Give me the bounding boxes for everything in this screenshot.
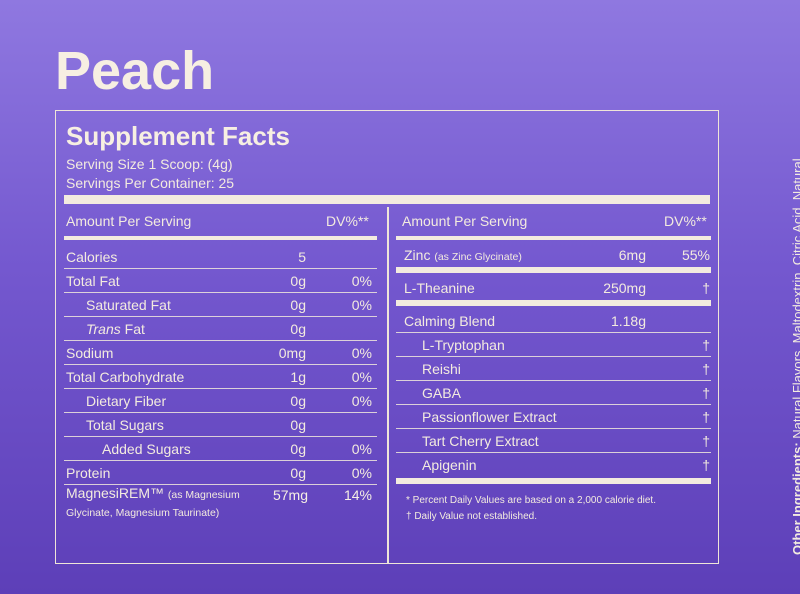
magnesirem-amount: 57mg (272, 487, 308, 503)
blend-item-name: Tart Cherry Extract (422, 433, 539, 449)
nutrient-name: Sodium (66, 345, 114, 361)
nutrient-amount: 0g (290, 297, 306, 313)
nutrient-row: Total Fat 0g 0% (64, 269, 377, 293)
magnesirem-detail: (as Magnesium Glycinate, Magnesium Tauri… (66, 489, 240, 519)
nutrient-name: Protein (66, 465, 111, 481)
nutrient-amount: 0g (290, 393, 306, 409)
blend-item-dv: † (702, 409, 710, 425)
zinc-detail: (as Zinc Glycinate) (434, 251, 522, 263)
right-amount-header: Amount Per Serving (402, 213, 528, 229)
nutrient-row: Protein 0g 0% (64, 461, 377, 485)
blend-thick-rule (396, 478, 711, 484)
nutrient-dv: 0% (351, 369, 372, 385)
left-header-rule (64, 236, 377, 240)
nutrient-name: Saturated Fat (86, 297, 171, 313)
nutrient-amount: 0g (290, 417, 306, 433)
theanine-name: L-Theanine (404, 280, 475, 296)
theanine-row: L-Theanine 250mg † (396, 276, 711, 300)
footnote-not-established: † Daily Value not established. (406, 511, 538, 522)
nutrient-name-rest: Fat (120, 321, 145, 337)
zinc-amount: 6mg (618, 247, 646, 263)
calming-blend-amount: 1.18g (610, 313, 646, 329)
nutrient-dv: 0% (351, 297, 372, 313)
blend-item-dv: † (702, 433, 710, 449)
theanine-amount: 250mg (603, 280, 646, 296)
serving-size: Serving Size 1 Scoop: (4g) (66, 156, 233, 172)
nutrient-amount: 0g (290, 465, 306, 481)
nutrient-amount: 0mg (278, 345, 306, 361)
blend-item-row: Passionflower Extract † (396, 405, 711, 429)
zinc-name: Zinc (404, 247, 431, 263)
blend-item-name: Reishi (422, 361, 461, 377)
column-divider (387, 207, 389, 563)
nutrient-dv: 0% (351, 345, 372, 361)
nutrient-name: Dietary Fiber (86, 393, 167, 409)
nutrient-dv: 0% (351, 393, 372, 409)
blend-item-row: Reishi † (396, 357, 711, 381)
zinc-dv: 55% (681, 247, 710, 263)
blend-item-name: L-Tryptophan (422, 337, 505, 353)
flavor-title: Peach (55, 41, 215, 101)
calming-blend-row: Calming Blend 1.18g (396, 309, 711, 333)
calming-blend-name: Calming Blend (404, 313, 496, 329)
nutrient-row: Calories 5 (64, 245, 377, 269)
nutrient-row: Sodium 0mg 0% (64, 341, 377, 365)
nutrient-row: Added Sugars 0g 0% (64, 437, 377, 461)
right-header-rule (396, 236, 711, 240)
nutrient-name: Calories (66, 249, 118, 265)
footnote-daily-values: * Percent Daily Values are based on a 2,… (406, 495, 656, 506)
blend-item-name: Passionflower Extract (422, 409, 557, 425)
blend-item-dv: † (702, 361, 710, 377)
nutrient-amount: 0g (290, 273, 306, 289)
blend-item-row: GABA † (396, 381, 711, 405)
nutrient-dv: 0% (351, 441, 372, 457)
zinc-row: Zinc (as Zinc Glycinate) 6mg 55% (396, 243, 711, 267)
nutrient-row: Trans Fat 0g (64, 317, 377, 341)
nutrient-name-italic: Trans (86, 321, 121, 337)
blend-item-dv: † (702, 337, 710, 353)
serving-info: Serving Size 1 Scoop: (4g) Servings Per … (66, 155, 234, 193)
nutrient-amount: 1g (290, 369, 306, 385)
supplement-facts-panel: Supplement Facts Serving Size 1 Scoop: (… (55, 110, 719, 564)
nutrient-name: Total Sugars (86, 417, 164, 433)
top-thick-rule (64, 195, 710, 204)
servings-per-container: Servings Per Container: 25 (66, 175, 235, 191)
blend-item-row: L-Tryptophan † (396, 333, 711, 357)
other-ingredients: Other Ingredients: Natural Flavors, Malt… (788, 115, 800, 555)
blend-item-row: Apigenin † (396, 453, 711, 477)
nutrient-dv: 0% (351, 465, 372, 481)
magnesirem-name: MagnesiREM™ (66, 485, 165, 501)
nutrient-amount: 5 (298, 249, 306, 265)
other-ingredients-label: Other Ingredients: (790, 442, 800, 555)
nutrient-dv: 0% (351, 273, 372, 289)
blend-item-dv: † (702, 457, 710, 473)
blend-item-dv: † (702, 385, 710, 401)
theanine-dv: † (702, 280, 710, 296)
magnesirem-dv: 14% (343, 487, 372, 503)
blend-item-name: GABA (422, 385, 461, 401)
nutrient-row: Dietary Fiber 0g 0% (64, 389, 377, 413)
blend-item-row: Tart Cherry Extract † (396, 429, 711, 453)
nutrient-name: Trans Fat (86, 321, 145, 337)
blend-item-name: Apigenin (422, 457, 477, 473)
nutrient-name: Added Sugars (102, 441, 191, 457)
left-dv-header: DV%** (326, 213, 369, 229)
nutrient-row: Total Carbohydrate 1g 0% (64, 365, 377, 389)
left-amount-header: Amount Per Serving (66, 213, 192, 229)
nutrient-name: Total Fat (66, 273, 120, 289)
nutrient-row: Saturated Fat 0g 0% (64, 293, 377, 317)
magnesirem-row: MagnesiREM™ (as Magnesium Glycinate, Mag… (66, 485, 266, 521)
nutrient-row: Total Sugars 0g (64, 413, 377, 437)
zinc-thick-rule (396, 267, 711, 273)
nutrient-amount: 0g (290, 441, 306, 457)
theanine-thick-rule (396, 300, 711, 306)
nutrient-name: Total Carbohydrate (66, 369, 185, 385)
facts-title: Supplement Facts (66, 121, 290, 151)
right-dv-header: DV%** (664, 213, 707, 229)
nutrient-amount: 0g (290, 321, 306, 337)
